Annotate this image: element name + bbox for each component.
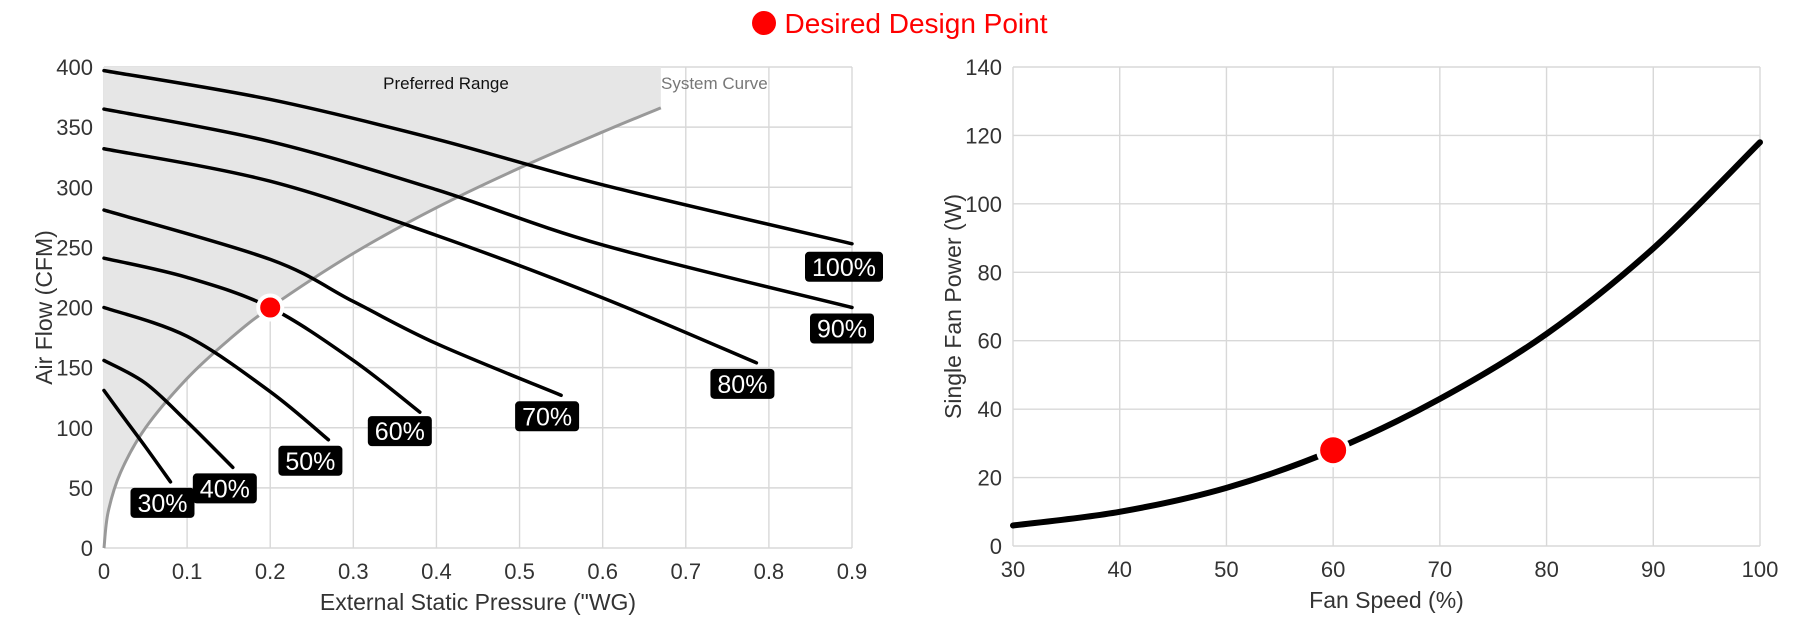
x-tick-label: 0.9 <box>837 559 868 584</box>
system-curve-label: System Curve <box>661 74 768 93</box>
curve-tag: 80% <box>710 368 775 399</box>
y-tick-label: 0 <box>990 534 1002 559</box>
y-tick-label: 0 <box>81 536 93 561</box>
curve-tag-label: 30% <box>137 490 187 518</box>
x-tick-label: 70 <box>1428 557 1452 582</box>
curve-tag: 30% <box>130 487 195 518</box>
y-axis-label: Air Flow (CFM) <box>31 230 57 385</box>
y-tick-label: 400 <box>56 55 93 80</box>
y-tick-label: 20 <box>978 466 1002 491</box>
x-tick-label: 0.6 <box>587 559 618 584</box>
chart-legend: Desired Design Point <box>0 8 1800 40</box>
y-tick-label: 200 <box>56 296 93 321</box>
legend-label: Desired Design Point <box>784 8 1048 39</box>
x-tick-label: 0.2 <box>255 559 286 584</box>
fan-curve-100pct <box>102 68 854 246</box>
curve-tag-box <box>278 445 343 476</box>
curve-tag-label: 40% <box>200 475 250 503</box>
fan-power-curve <box>1010 139 1763 529</box>
curve-tag-label: 90% <box>817 316 867 344</box>
fan-curve-80pct <box>102 147 759 365</box>
y-tick-label: 250 <box>56 235 93 260</box>
x-tick-label: 0.8 <box>754 559 785 584</box>
y-tick-label: 120 <box>965 123 1002 148</box>
fan-curve-50pct <box>102 305 331 442</box>
curve-tag-label: 100% <box>812 254 876 282</box>
fan-curve-70pct <box>102 208 563 398</box>
y-tick-label: 40 <box>978 397 1002 422</box>
y-tick-label: 350 <box>56 115 93 140</box>
x-tick-label: 30 <box>1001 557 1025 582</box>
preferred-range-region <box>104 67 661 548</box>
x-tick-label: 40 <box>1107 557 1131 582</box>
x-tick-label: 50 <box>1214 557 1238 582</box>
fan-curve-chart: 0 0.1 0.2 0.3 0.4 0.5 0.6 0.7 0.8 0.9 0 50 100 150 200… <box>31 55 883 615</box>
curve-tag-box <box>710 368 775 399</box>
x-tick-label: 100 <box>1742 557 1779 582</box>
grid-lines <box>1012 66 1761 547</box>
y-tick-label: 100 <box>56 416 93 441</box>
curve-tag: 90% <box>810 313 874 344</box>
curve-tag-label: 80% <box>717 371 767 399</box>
design-point-marker <box>256 293 285 322</box>
curve-tag-label: 70% <box>522 403 572 431</box>
curve-tag-box <box>130 487 195 518</box>
design-point-legend-marker <box>752 11 777 35</box>
x-tick-label: 0 <box>98 559 110 584</box>
x-axis-label: Fan Speed (%) <box>1309 587 1464 613</box>
fan-curve-40pct <box>102 358 235 470</box>
x-tick-label: 0.5 <box>504 559 535 584</box>
curve-tag: 40% <box>192 473 257 504</box>
x-tick-label: 90 <box>1641 557 1665 582</box>
curve-tag: 60% <box>367 416 432 447</box>
x-tick-label: 80 <box>1534 557 1558 582</box>
x-tick-label: 60 <box>1321 557 1345 582</box>
y-tick-label: 80 <box>978 260 1002 285</box>
curve-tag: 70% <box>515 401 580 432</box>
x-axis-label: External Static Pressure ("WG) <box>320 589 636 615</box>
curve-tag-label: 50% <box>285 448 335 476</box>
curve-tag: 100% <box>805 251 883 282</box>
y-tick-label: 140 <box>965 55 1002 80</box>
curve-tag-box <box>810 313 874 344</box>
y-tick-label: 60 <box>978 329 1002 354</box>
fan-power-chart: 30 40 50 60 70 80 90 100 0 20 40 60 80 100 120 140 Fan S… <box>940 55 1779 613</box>
y-axis-label: Single Fan Power (W) <box>940 194 966 419</box>
x-tick-label: 0.7 <box>670 559 701 584</box>
fan-curve-90pct <box>102 107 854 310</box>
preferred-range-label: Preferred Range <box>383 74 509 93</box>
curve-tag-label: 60% <box>375 418 425 446</box>
x-tick-label: 0.1 <box>172 559 203 584</box>
y-tick-label: 300 <box>56 175 93 200</box>
y-tick-label: 50 <box>69 476 93 501</box>
curve-tag-box <box>367 416 432 447</box>
curve-tag-box <box>192 473 257 504</box>
curve-tag-box <box>805 251 883 282</box>
y-tick-label: 100 <box>965 192 1002 217</box>
x-tick-label: 0.3 <box>338 559 369 584</box>
fan-curve-30pct <box>102 388 173 484</box>
design-point-marker <box>1316 433 1351 468</box>
curve-tag: 50% <box>278 445 343 476</box>
x-tick-label: 0.4 <box>421 559 452 584</box>
y-tick-label: 150 <box>56 356 93 381</box>
curve-tag-box <box>515 401 580 432</box>
